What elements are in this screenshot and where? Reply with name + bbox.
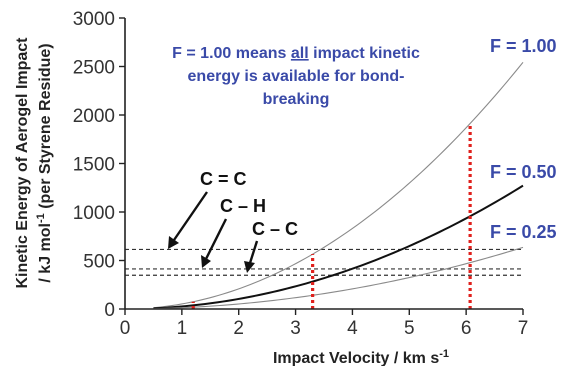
arrow-head-cc-double xyxy=(168,236,179,249)
x-axis-title-text: Impact Velocity / km s xyxy=(273,350,439,366)
y-tick-label: 1500 xyxy=(73,155,115,176)
annotation-line-2: energy is available for bond- xyxy=(188,68,405,85)
x-tick-label: 5 xyxy=(404,318,415,339)
bond-label-cc-double: C = C xyxy=(200,169,247,189)
series-curve xyxy=(153,184,524,310)
x-tick-label: 4 xyxy=(347,318,358,339)
arrow-head-ch xyxy=(201,255,211,268)
series-curve xyxy=(153,246,524,310)
x-axis-title: Impact Velocity / km s-1 xyxy=(273,348,449,366)
y-tick-label: 1000 xyxy=(73,203,115,224)
y-tick-label: 0 xyxy=(104,300,115,321)
marker-layer xyxy=(191,123,472,309)
grid-layer xyxy=(125,248,523,276)
arrow-cc-single xyxy=(248,240,259,264)
x-tick-label: 3 xyxy=(290,318,301,339)
y-tick-label: 500 xyxy=(83,252,115,273)
y-tick-label: 3000 xyxy=(73,9,115,30)
arrow-head-cc-single xyxy=(244,261,255,273)
y-tick-label: 2500 xyxy=(73,58,115,79)
annotation-text-emphasis: all xyxy=(291,45,309,62)
arrow-ch xyxy=(204,218,228,260)
arrow-cc-double xyxy=(173,191,208,241)
x-tick-label: 2 xyxy=(233,318,244,339)
y-axis-unit-rest: (per Styrene Residue) xyxy=(37,43,54,213)
x-tick-label: 6 xyxy=(461,318,472,339)
bond-label-ch: C – H xyxy=(220,196,266,216)
series-label-f025: F = 0.25 xyxy=(490,222,557,242)
series-curve xyxy=(153,61,524,309)
annotation-line-3: breaking xyxy=(263,91,330,108)
x-axis-title-sup: -1 xyxy=(439,348,449,360)
bond-arrows xyxy=(168,191,259,273)
annotation-text-end: impact kinetic xyxy=(309,45,420,62)
y-axis-unit-sup: -1 xyxy=(35,213,47,223)
tick-layer: 0 1 2 3 4 5 6 7 0 500 1000 1500 2000 2500 3000 xyxy=(73,9,529,339)
annotation-text-start: F = 1.00 means xyxy=(172,45,291,62)
y-axis-unit-text: / kJ mol xyxy=(37,223,54,283)
series-label-f050: F = 0.50 xyxy=(490,162,557,182)
y-axis-title: Kinetic Energy of Aerogel Impact xyxy=(14,37,31,289)
annotation-line-1: F = 1.00 means all impact kinetic xyxy=(172,45,420,62)
bond-label-cc-single: C – C xyxy=(252,219,298,239)
y-axis-title-units: / kJ mol-1 (per Styrene Residue) xyxy=(35,43,54,282)
series-label-f100: F = 1.00 xyxy=(490,36,557,56)
annotation-line-1-text: F = 1.00 means all impact kinetic xyxy=(172,45,420,62)
curve-layer xyxy=(153,61,524,310)
x-tick-label: 0 xyxy=(120,318,131,339)
x-tick-label: 7 xyxy=(518,318,529,339)
x-tick-label: 1 xyxy=(177,318,188,339)
y-tick-label: 2000 xyxy=(73,106,115,127)
